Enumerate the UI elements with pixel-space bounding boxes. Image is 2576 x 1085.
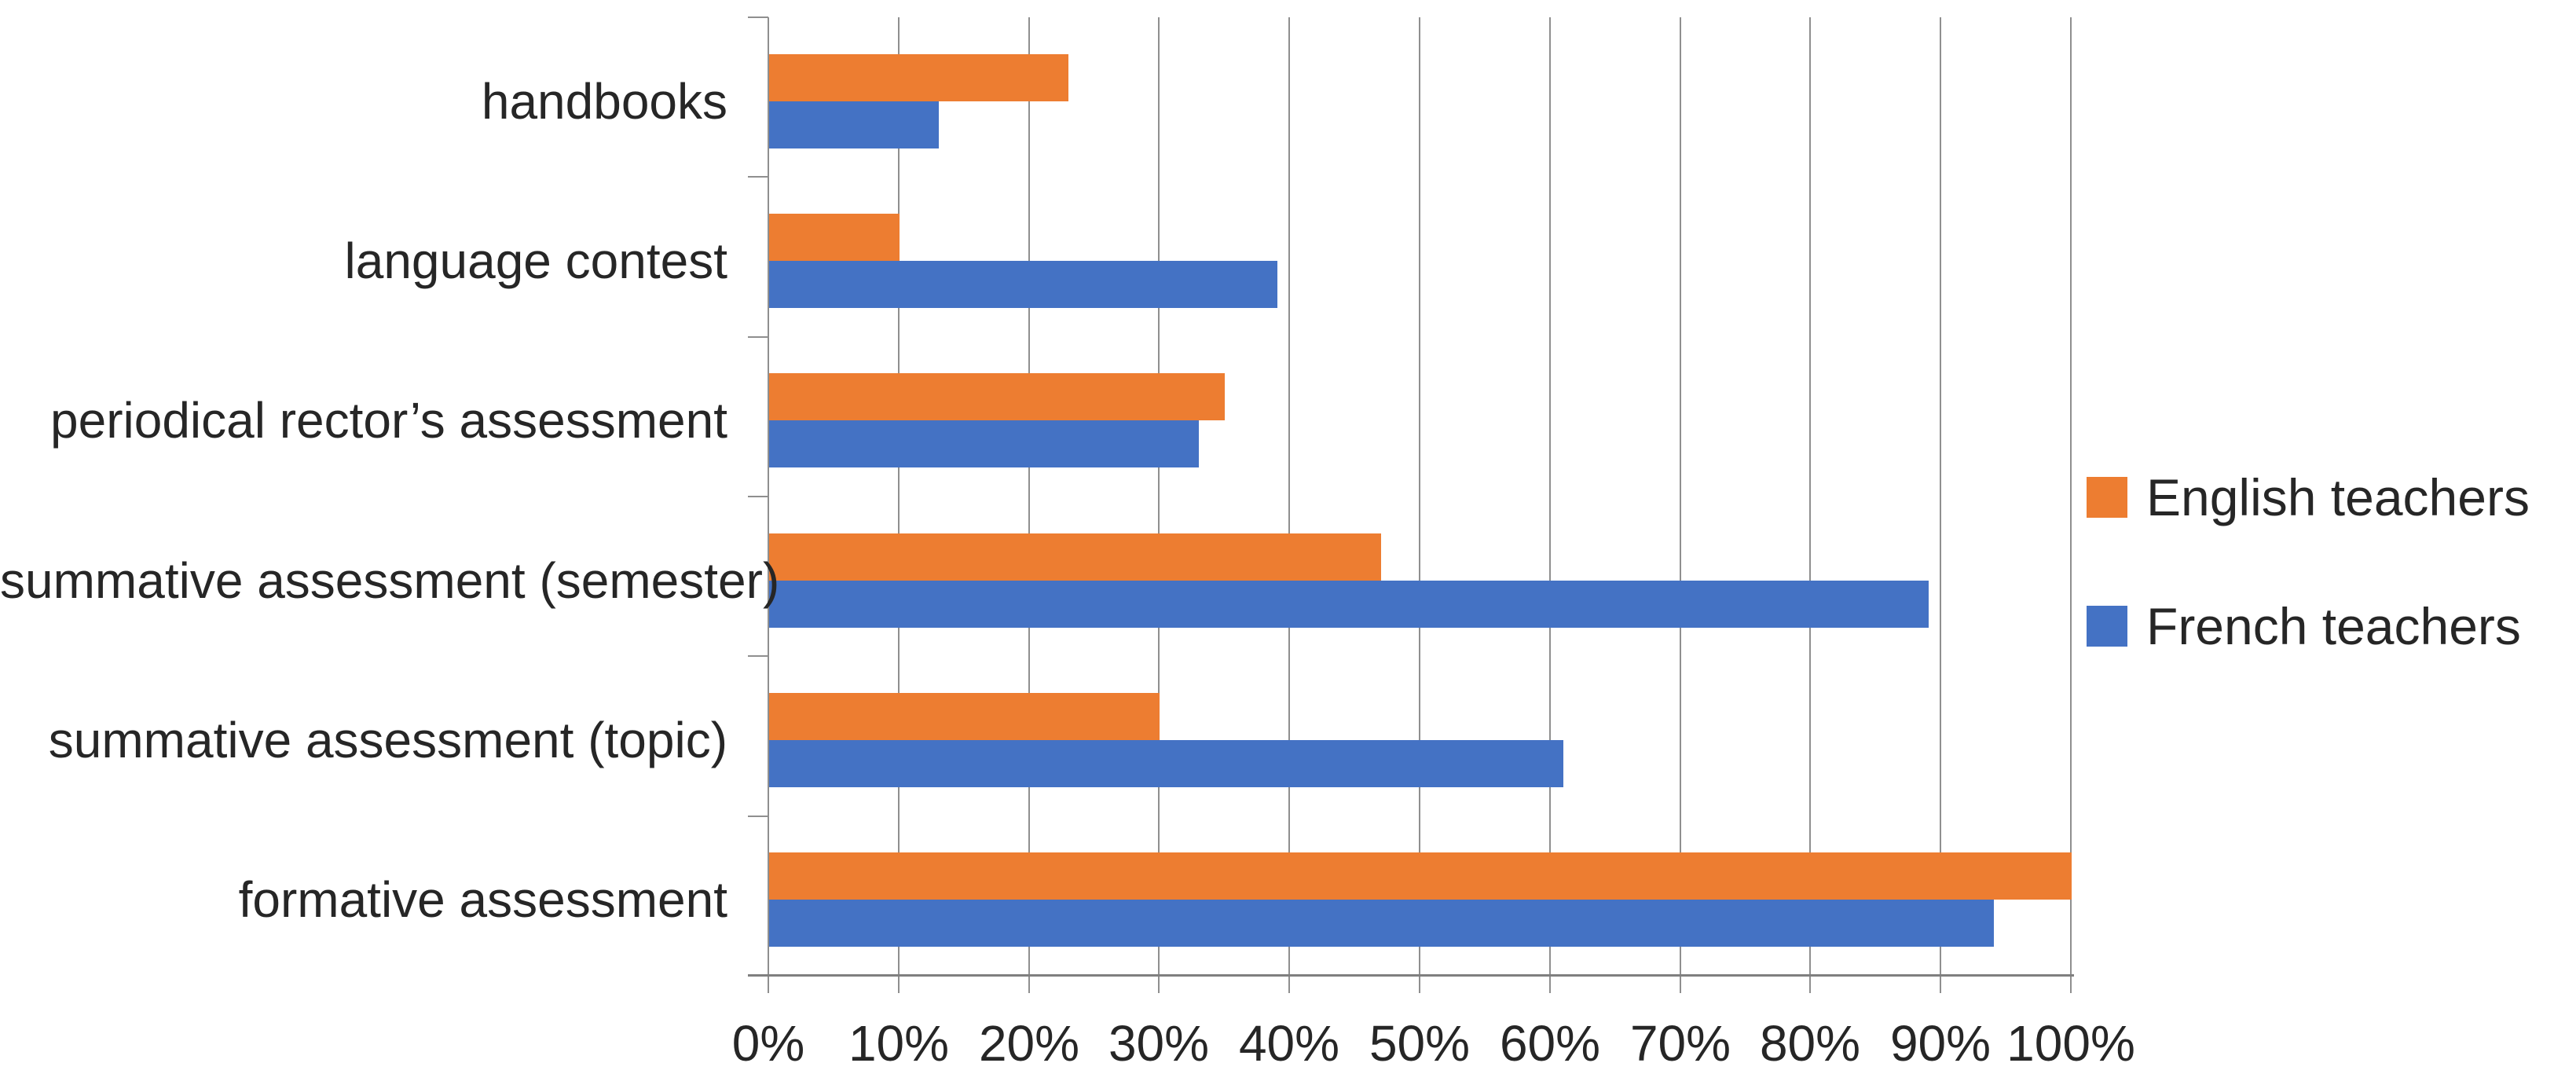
x-axis-tick-label: 90% <box>1889 1015 1992 1072</box>
x-axis-tick-label: 100% <box>2006 1015 2135 1072</box>
x-axis-tick-label: 40% <box>1238 1015 1340 1072</box>
legend-label-english-teachers: English teachers <box>2146 468 2530 526</box>
category-tick <box>748 496 768 497</box>
category-label: language contest <box>344 233 728 289</box>
bar-english-teachers <box>769 852 2072 900</box>
bar-french-teachers <box>769 740 1563 787</box>
x-axis-tick-label: 10% <box>848 1015 950 1072</box>
category-label: periodical rector’s assessment <box>50 392 727 449</box>
category-tick <box>748 16 768 18</box>
bar-english-teachers <box>769 54 1068 101</box>
gridline <box>898 17 900 993</box>
legend-swatch-english-teachers <box>2087 477 2127 518</box>
category-label: formative assessment <box>238 871 727 928</box>
bar-english-teachers <box>769 693 1160 740</box>
bar-french-teachers <box>769 101 939 148</box>
gridline <box>1028 17 1030 993</box>
category-tick <box>748 655 768 657</box>
x-axis-tick-label: 20% <box>978 1015 1080 1072</box>
gridline <box>1549 17 1551 993</box>
legend-swatch-french-teachers <box>2087 606 2127 647</box>
legend-item-french-teachers: French teachers <box>2087 600 2530 652</box>
gridline <box>1940 17 1941 993</box>
category-label: summative assessment (topic) <box>48 712 727 768</box>
y-axis-line <box>768 17 769 993</box>
bar-french-teachers <box>769 420 1199 467</box>
gridline <box>2070 17 2072 993</box>
x-axis-tick-label: 70% <box>1629 1015 1731 1072</box>
x-axis-tick-label: 60% <box>1499 1015 1601 1072</box>
gridline <box>1680 17 1681 993</box>
category-tick <box>748 336 768 338</box>
category-label: handbooks <box>481 73 727 130</box>
bar-french-teachers <box>769 900 1994 947</box>
x-axis-tick-label: 80% <box>1759 1015 1861 1072</box>
x-axis-tick-label: 0% <box>731 1015 805 1072</box>
gridline <box>1158 17 1160 993</box>
bar-french-teachers <box>769 261 1277 308</box>
gridline <box>1419 17 1420 993</box>
x-axis-line <box>748 974 2074 977</box>
legend: English teachers French teachers <box>2087 471 2530 652</box>
legend-label-french-teachers: French teachers <box>2146 597 2521 655</box>
bar-english-teachers <box>769 214 900 261</box>
legend-item-english-teachers: English teachers <box>2087 471 2530 523</box>
bar-french-teachers <box>769 581 1929 628</box>
bar-english-teachers <box>769 373 1225 420</box>
category-label: summative assessment (semester) <box>0 552 780 609</box>
gridline <box>1809 17 1811 993</box>
category-tick <box>748 176 768 178</box>
x-axis-tick-label: 50% <box>1369 1015 1471 1072</box>
category-tick <box>748 816 768 817</box>
bar-english-teachers <box>769 533 1381 581</box>
gridline <box>1288 17 1290 993</box>
x-axis-tick-label: 30% <box>1108 1015 1210 1072</box>
